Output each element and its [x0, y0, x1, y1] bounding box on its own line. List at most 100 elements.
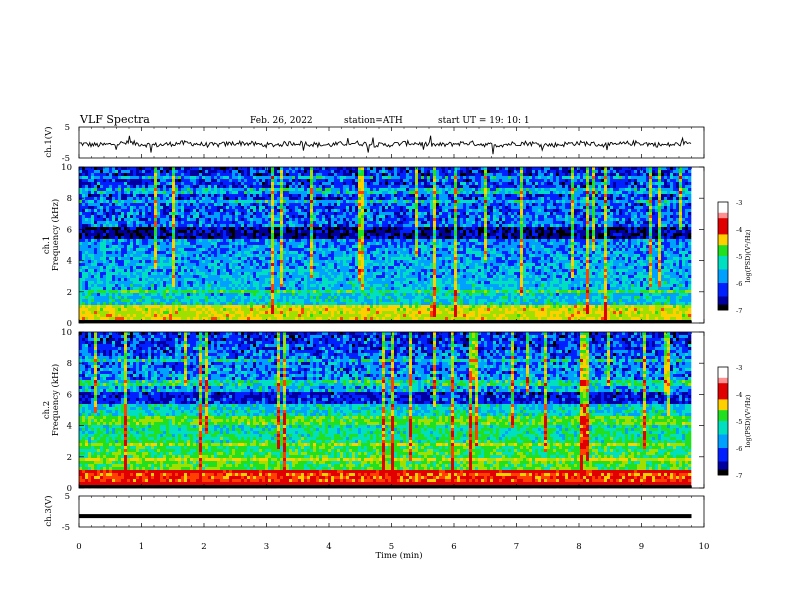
spectrogram-cell	[412, 176, 415, 179]
spectrogram-cell	[250, 170, 253, 173]
spectrogram-cell	[409, 173, 412, 176]
spectrogram-cell	[364, 170, 367, 173]
spectrogram-cell	[688, 185, 691, 188]
spectrogram-cell	[301, 188, 304, 191]
spectrogram-cell	[310, 167, 313, 170]
spectrogram-cell	[235, 176, 238, 179]
spectrogram-cell	[142, 176, 145, 179]
spectrogram-cell	[664, 188, 667, 191]
spectrogram-cell	[112, 185, 115, 188]
spectrogram-cell	[589, 185, 592, 188]
spectrogram-cell	[112, 173, 115, 176]
spectrogram-cell	[226, 182, 229, 185]
spectrogram-cell	[106, 185, 109, 188]
spectrogram-cell	[682, 176, 685, 179]
spectrogram-cell	[82, 173, 85, 176]
spectrogram-cell	[568, 185, 571, 188]
spectrogram-cell	[454, 167, 457, 170]
spectrogram-cell	[412, 185, 415, 188]
spectrogram-cell	[499, 176, 502, 179]
spectrogram-cell	[532, 182, 535, 185]
spectrogram-cell	[247, 179, 250, 182]
spectrogram-cell	[97, 188, 100, 191]
spectrogram-cell	[379, 179, 382, 182]
spectrogram-cell	[517, 179, 520, 182]
spectrogram-cell	[160, 182, 163, 185]
spectrogram-cell	[106, 182, 109, 185]
spectrogram-cell	[637, 188, 640, 191]
spectrogram-cell	[424, 167, 427, 170]
spectrogram-cell	[571, 185, 574, 188]
spectrogram-cell	[541, 182, 544, 185]
spectrogram-cell	[88, 173, 91, 176]
spectrogram-cell	[88, 188, 91, 191]
spectrogram-cell	[529, 185, 532, 188]
spectrogram-cell	[574, 167, 577, 170]
spectrogram-cell	[187, 176, 190, 179]
spectrogram-cell	[595, 170, 598, 173]
spectrogram-cell	[211, 167, 214, 170]
spectrogram-cell	[655, 167, 658, 170]
spectrogram-cell	[331, 167, 334, 170]
spectrogram-cell	[352, 182, 355, 185]
spectrogram-cell	[469, 191, 472, 194]
spectrogram-cell	[115, 188, 118, 191]
spectrogram-cell	[592, 182, 595, 185]
spectrogram-cell	[394, 176, 397, 179]
spectrogram-cell	[331, 173, 334, 176]
spectrogram-cell	[505, 176, 508, 179]
spectrogram-cell	[319, 167, 322, 170]
spectrogram-cell	[445, 185, 448, 188]
spectrogram-cell	[409, 182, 412, 185]
spectrogram-cell	[643, 188, 646, 191]
spectrogram-cell	[535, 173, 538, 176]
spectrogram-cell	[82, 191, 85, 194]
spectrogram-cell	[391, 176, 394, 179]
spectrogram-cell	[181, 179, 184, 182]
spectrogram-cell	[97, 179, 100, 182]
spectrogram-cell	[175, 173, 178, 176]
spectrogram-cell	[394, 188, 397, 191]
spectrogram-cell	[295, 182, 298, 185]
spectrogram-cell	[190, 188, 193, 191]
spectrogram-cell	[205, 179, 208, 182]
spectrogram-cell	[283, 188, 286, 191]
spectrogram-cell	[499, 167, 502, 170]
spectrogram-cell	[550, 185, 553, 188]
spectrogram-cell	[412, 170, 415, 173]
spectrogram-cell	[139, 179, 142, 182]
spectrogram-cell	[634, 167, 637, 170]
spectrogram-cell	[112, 170, 115, 173]
spectrogram-cell	[394, 167, 397, 170]
spectrogram-cell	[403, 185, 406, 188]
spectrogram-cell	[343, 170, 346, 173]
spectrogram-cell	[370, 170, 373, 173]
spectrogram-cell	[430, 179, 433, 182]
spectrogram-cell	[415, 182, 418, 185]
spectrogram-cell	[379, 176, 382, 179]
spectrogram-cell	[514, 188, 517, 191]
spectrogram-cell	[652, 170, 655, 173]
spectrogram-cell	[676, 185, 679, 188]
spectrogram-cell	[292, 191, 295, 194]
spectrogram-cell	[664, 173, 667, 176]
spectrogram-cell	[559, 167, 562, 170]
spectrogram-cell	[229, 167, 232, 170]
spectrogram-cell	[307, 188, 310, 191]
spectrogram-cell	[667, 185, 670, 188]
spectrogram-cell	[469, 170, 472, 173]
spectrogram-cell	[94, 188, 97, 191]
spectrogram-cell	[547, 185, 550, 188]
spectrogram-cell	[184, 191, 187, 194]
spectrogram-cell	[232, 191, 235, 194]
spectrogram-cell	[442, 188, 445, 191]
spectrogram-cell	[247, 170, 250, 173]
spectrogram-cell	[598, 179, 601, 182]
spectrogram-cell	[601, 182, 604, 185]
spectrogram-cell	[604, 173, 607, 176]
spectrogram-cell	[217, 167, 220, 170]
spectrogram-cell	[403, 191, 406, 194]
spectrogram-cell	[358, 185, 361, 188]
spectrogram-cell	[658, 185, 661, 188]
spectrogram-cell	[502, 188, 505, 191]
